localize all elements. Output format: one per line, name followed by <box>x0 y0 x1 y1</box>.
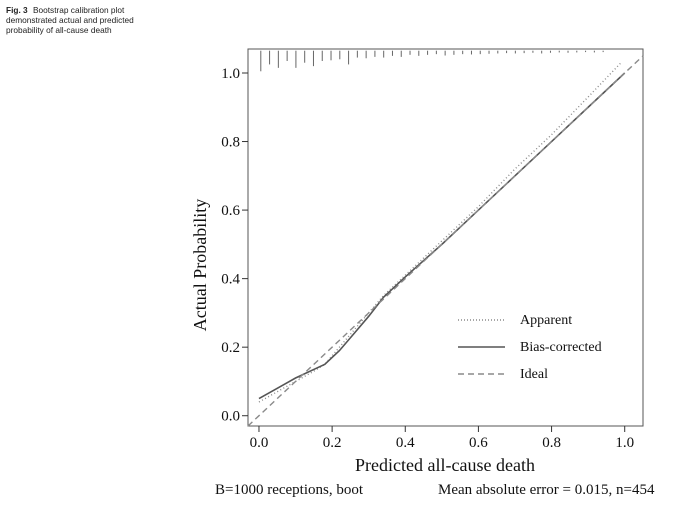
error-footnote: Mean absolute error = 0.015, n=454 <box>438 482 655 498</box>
legend: Apparent Bias-corrected Ideal <box>458 313 602 382</box>
y-tick-label: 0.2 <box>221 340 240 356</box>
y-tick-label: 1.0 <box>221 66 240 82</box>
apparent-line <box>258 62 622 403</box>
x-axis-title: Predicted all-cause death <box>355 455 535 475</box>
legend-bias-corrected-label: Bias-corrected <box>520 340 602 355</box>
y-tick-label: 0.8 <box>221 135 240 151</box>
series-lines <box>247 55 644 427</box>
x-tick-label: 1.0 <box>615 435 634 451</box>
legend-ideal-label: Ideal <box>520 367 548 382</box>
plot-frame <box>247 48 644 427</box>
figure-caption-text: Bootstrap calibration plot demonstrated … <box>6 5 134 35</box>
x-tick-label: 0.4 <box>396 435 415 451</box>
y-axis-title: Actual Probability <box>190 199 210 331</box>
x-tick-label: 0.2 <box>323 435 342 451</box>
x-tick-label: 0.8 <box>542 435 561 451</box>
legend-apparent-label: Apparent <box>520 313 572 328</box>
y-tick-label: 0.4 <box>221 272 240 288</box>
figure-label: Fig. 3 <box>6 5 28 15</box>
ideal-line <box>247 55 644 427</box>
rug-marks <box>260 50 604 72</box>
x-tick-label: 0.6 <box>469 435 488 451</box>
x-axis: 0.0 0.2 0.4 0.6 0.8 1.0 <box>250 426 634 451</box>
figure-caption: Fig. 3 Bootstrap calibration plot demons… <box>6 5 146 35</box>
x-tick-label: 0.0 <box>250 435 269 451</box>
bootstrap-footnote: B=1000 receptions, boot <box>215 482 364 498</box>
y-axis: 0.0 0.2 0.4 0.6 0.8 1.0 <box>221 66 248 425</box>
y-tick-label: 0.6 <box>221 203 240 219</box>
y-tick-label: 0.0 <box>221 409 240 425</box>
plot-border <box>247 48 644 427</box>
